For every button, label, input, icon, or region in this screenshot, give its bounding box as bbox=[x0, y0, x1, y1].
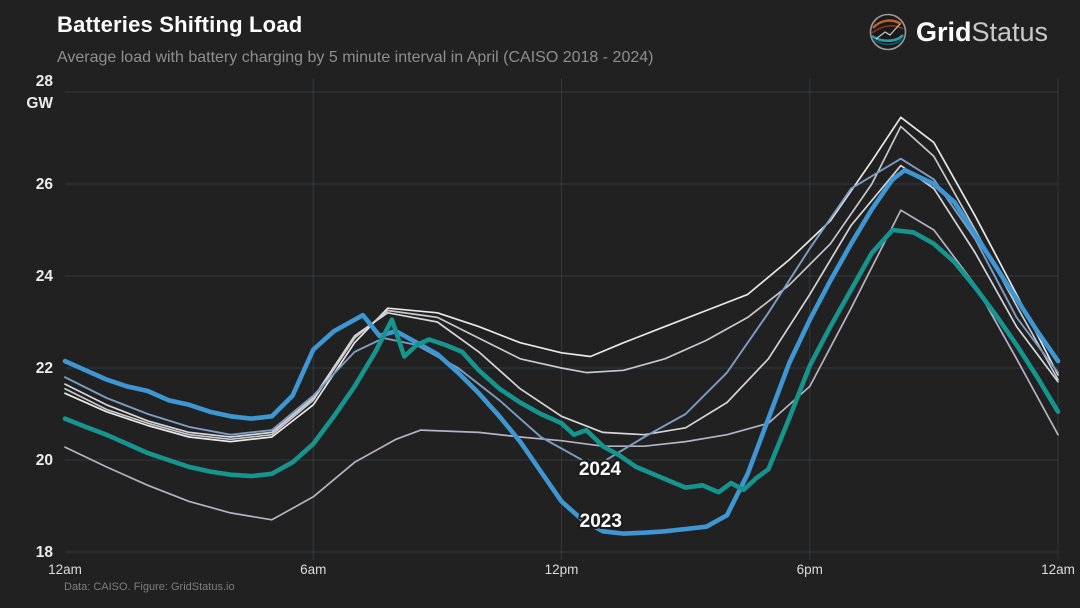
y-tick-label-20: 20 bbox=[36, 452, 53, 469]
x-tick-label-12am: 12am bbox=[48, 562, 82, 577]
y-tick-label-18: 18 bbox=[36, 544, 54, 561]
series-line-2023 bbox=[62, 167, 1061, 536]
y-tick-label-22: 22 bbox=[36, 360, 53, 377]
x-tick-label-6am: 6am bbox=[300, 562, 326, 577]
y-tick-label-26: 26 bbox=[36, 176, 54, 193]
x-tick-label-6pm: 6pm bbox=[797, 562, 823, 577]
series-line-2021 bbox=[64, 164, 1059, 438]
series-line-2019 bbox=[64, 125, 1059, 441]
series-label-2024: 2024 bbox=[579, 459, 622, 480]
series-line-2020 bbox=[64, 209, 1059, 521]
chart-title: Batteries Shifting Load bbox=[57, 12, 303, 37]
y-axis-unit-label: GW bbox=[26, 95, 53, 112]
x-tick-label-12am: 12am bbox=[1041, 562, 1075, 577]
y-tick-label-24: 24 bbox=[36, 268, 54, 285]
series-line-2018 bbox=[64, 116, 1059, 443]
gridstatus-logo: GridStatus bbox=[868, 12, 1048, 52]
logo-text-status: Status bbox=[971, 16, 1048, 47]
credit-line: Data: CAISO. Figure: GridStatus.io bbox=[64, 581, 235, 593]
gridstatus-logo-icon bbox=[869, 13, 907, 51]
x-tick-label-12pm: 12pm bbox=[545, 562, 579, 577]
series-line-2022 bbox=[64, 157, 1059, 468]
series-label-2023: 2023 bbox=[580, 511, 622, 532]
y-tick-label-28: 28 bbox=[36, 73, 54, 90]
series-line-2024 bbox=[62, 227, 1061, 495]
chart-subtitle: Average load with battery charging by 5 … bbox=[57, 49, 654, 66]
logo-text-grid: Grid bbox=[915, 16, 972, 47]
gridstatus-logo-text: GridStatus bbox=[916, 17, 1048, 48]
